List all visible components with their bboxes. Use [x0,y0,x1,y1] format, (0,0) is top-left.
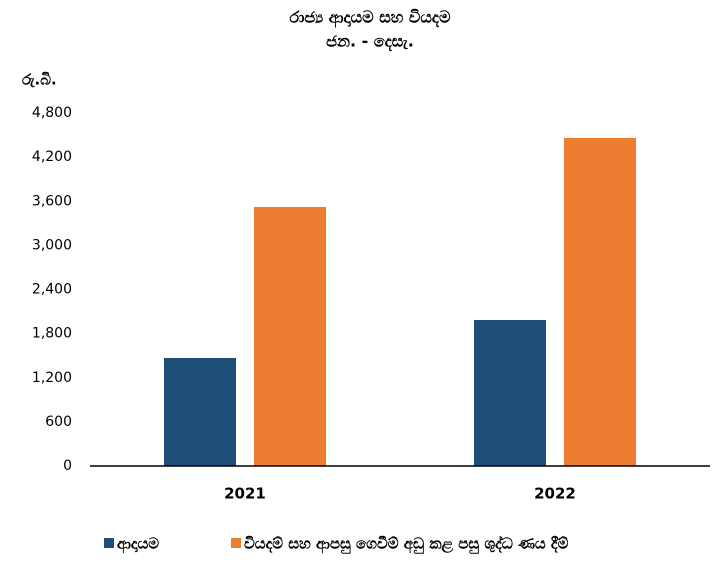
y-tick-label: 0 [63,458,72,474]
chart-subtitle: ජන. - දෙසැ. [326,32,414,52]
y-axis-label: රු.බි. [22,71,57,89]
y-tick-label: 1,800 [32,326,72,342]
y-tick-label: 600 [45,414,72,430]
legend-swatch [104,538,114,548]
bar [254,206,326,466]
y-tick-label: 3,000 [32,237,72,253]
y-tick-label: 2,400 [32,282,72,298]
x-tick-label: 2021 [224,485,266,503]
legend-swatch [231,538,241,548]
chart-title: රාජ්‍ය ආදායම සහ වියදම [290,8,451,29]
y-tick-label: 4,200 [32,149,72,165]
legend-label: ආදායම [117,535,159,554]
y-tick-label: 4,800 [32,105,72,121]
y-tick-label: 3,600 [32,193,72,209]
bar [474,320,546,466]
legend-label: වියදම් සහ ආපසු ගෙවීම් අඩු කළ පසු ශුද්ධ ණ… [244,534,569,554]
bar [164,357,236,466]
bar [564,138,636,467]
y-tick-label: 1,200 [32,370,72,386]
x-tick-label: 2022 [534,485,576,503]
